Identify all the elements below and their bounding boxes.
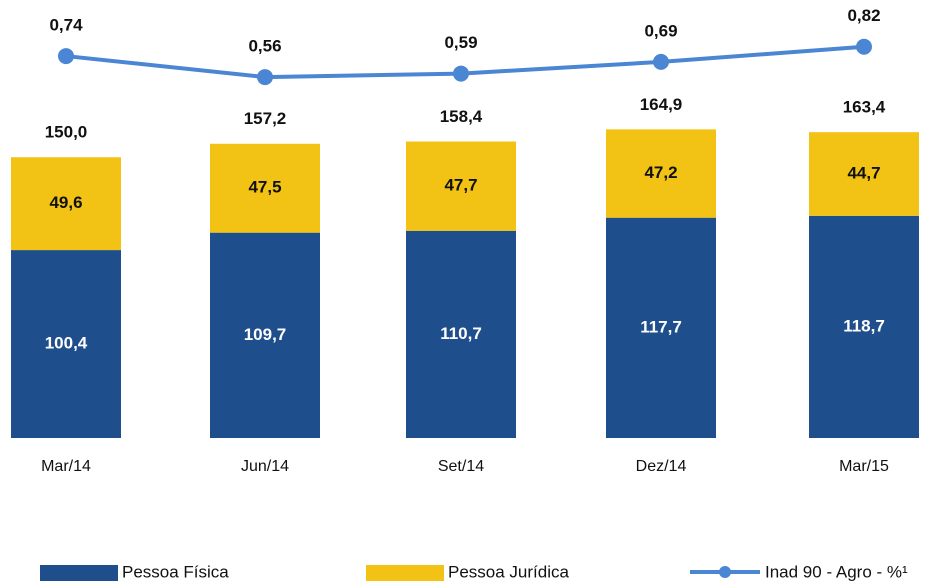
bar-segment — [11, 157, 121, 251]
x-tick-label: Mar/15 — [839, 458, 889, 475]
line-marker — [653, 53, 669, 70]
total-label: 150,0 — [45, 123, 88, 142]
bar-segment — [809, 215, 919, 438]
value-label: 117,7 — [640, 317, 682, 336]
value-label: 49,6 — [49, 193, 82, 212]
bar-segment — [210, 232, 320, 438]
legend-marker — [719, 566, 731, 578]
line-marker — [856, 38, 872, 55]
x-tick-label: Mar/14 — [41, 458, 91, 475]
line-value-label: 0,69 — [644, 21, 677, 40]
line-value-label: 0,82 — [847, 6, 880, 25]
line-value-label: 0,59 — [444, 33, 477, 52]
value-label: 47,5 — [248, 178, 281, 197]
line-value-label: 0,74 — [49, 16, 83, 35]
bar-segment — [11, 250, 121, 438]
legend-label: Pessoa Física — [122, 562, 229, 581]
value-label: 47,2 — [644, 163, 677, 182]
value-label: 100,4 — [45, 334, 88, 353]
legend-label: Inad 90 - Agro - %¹ — [765, 562, 908, 581]
value-label: 47,7 — [444, 176, 477, 195]
line-marker — [257, 69, 273, 86]
bar-segment — [606, 129, 716, 218]
legend-label: Pessoa Jurídica — [448, 562, 569, 581]
legend-swatch — [40, 565, 118, 581]
bar-segment — [210, 143, 320, 233]
total-label: 158,4 — [440, 107, 483, 126]
bar-segment — [606, 217, 716, 438]
bar-segment — [809, 132, 919, 216]
x-tick-label: Dez/14 — [636, 458, 687, 475]
value-label: 109,7 — [244, 325, 287, 344]
line-value-label: 0,56 — [248, 37, 281, 56]
value-label: 118,7 — [843, 316, 885, 335]
x-tick-label: Jun/14 — [241, 458, 289, 475]
total-label: 163,4 — [843, 98, 886, 117]
total-label: 164,9 — [640, 95, 683, 114]
total-label: 157,2 — [244, 109, 287, 128]
bar-segment — [406, 141, 516, 231]
bar-segment — [406, 230, 516, 438]
value-label: 44,7 — [847, 163, 880, 182]
x-tick-label: Set/14 — [438, 458, 484, 475]
line-marker — [58, 48, 74, 65]
line-marker — [453, 65, 469, 82]
legend-swatch — [366, 565, 444, 581]
value-label: 110,7 — [440, 324, 482, 343]
